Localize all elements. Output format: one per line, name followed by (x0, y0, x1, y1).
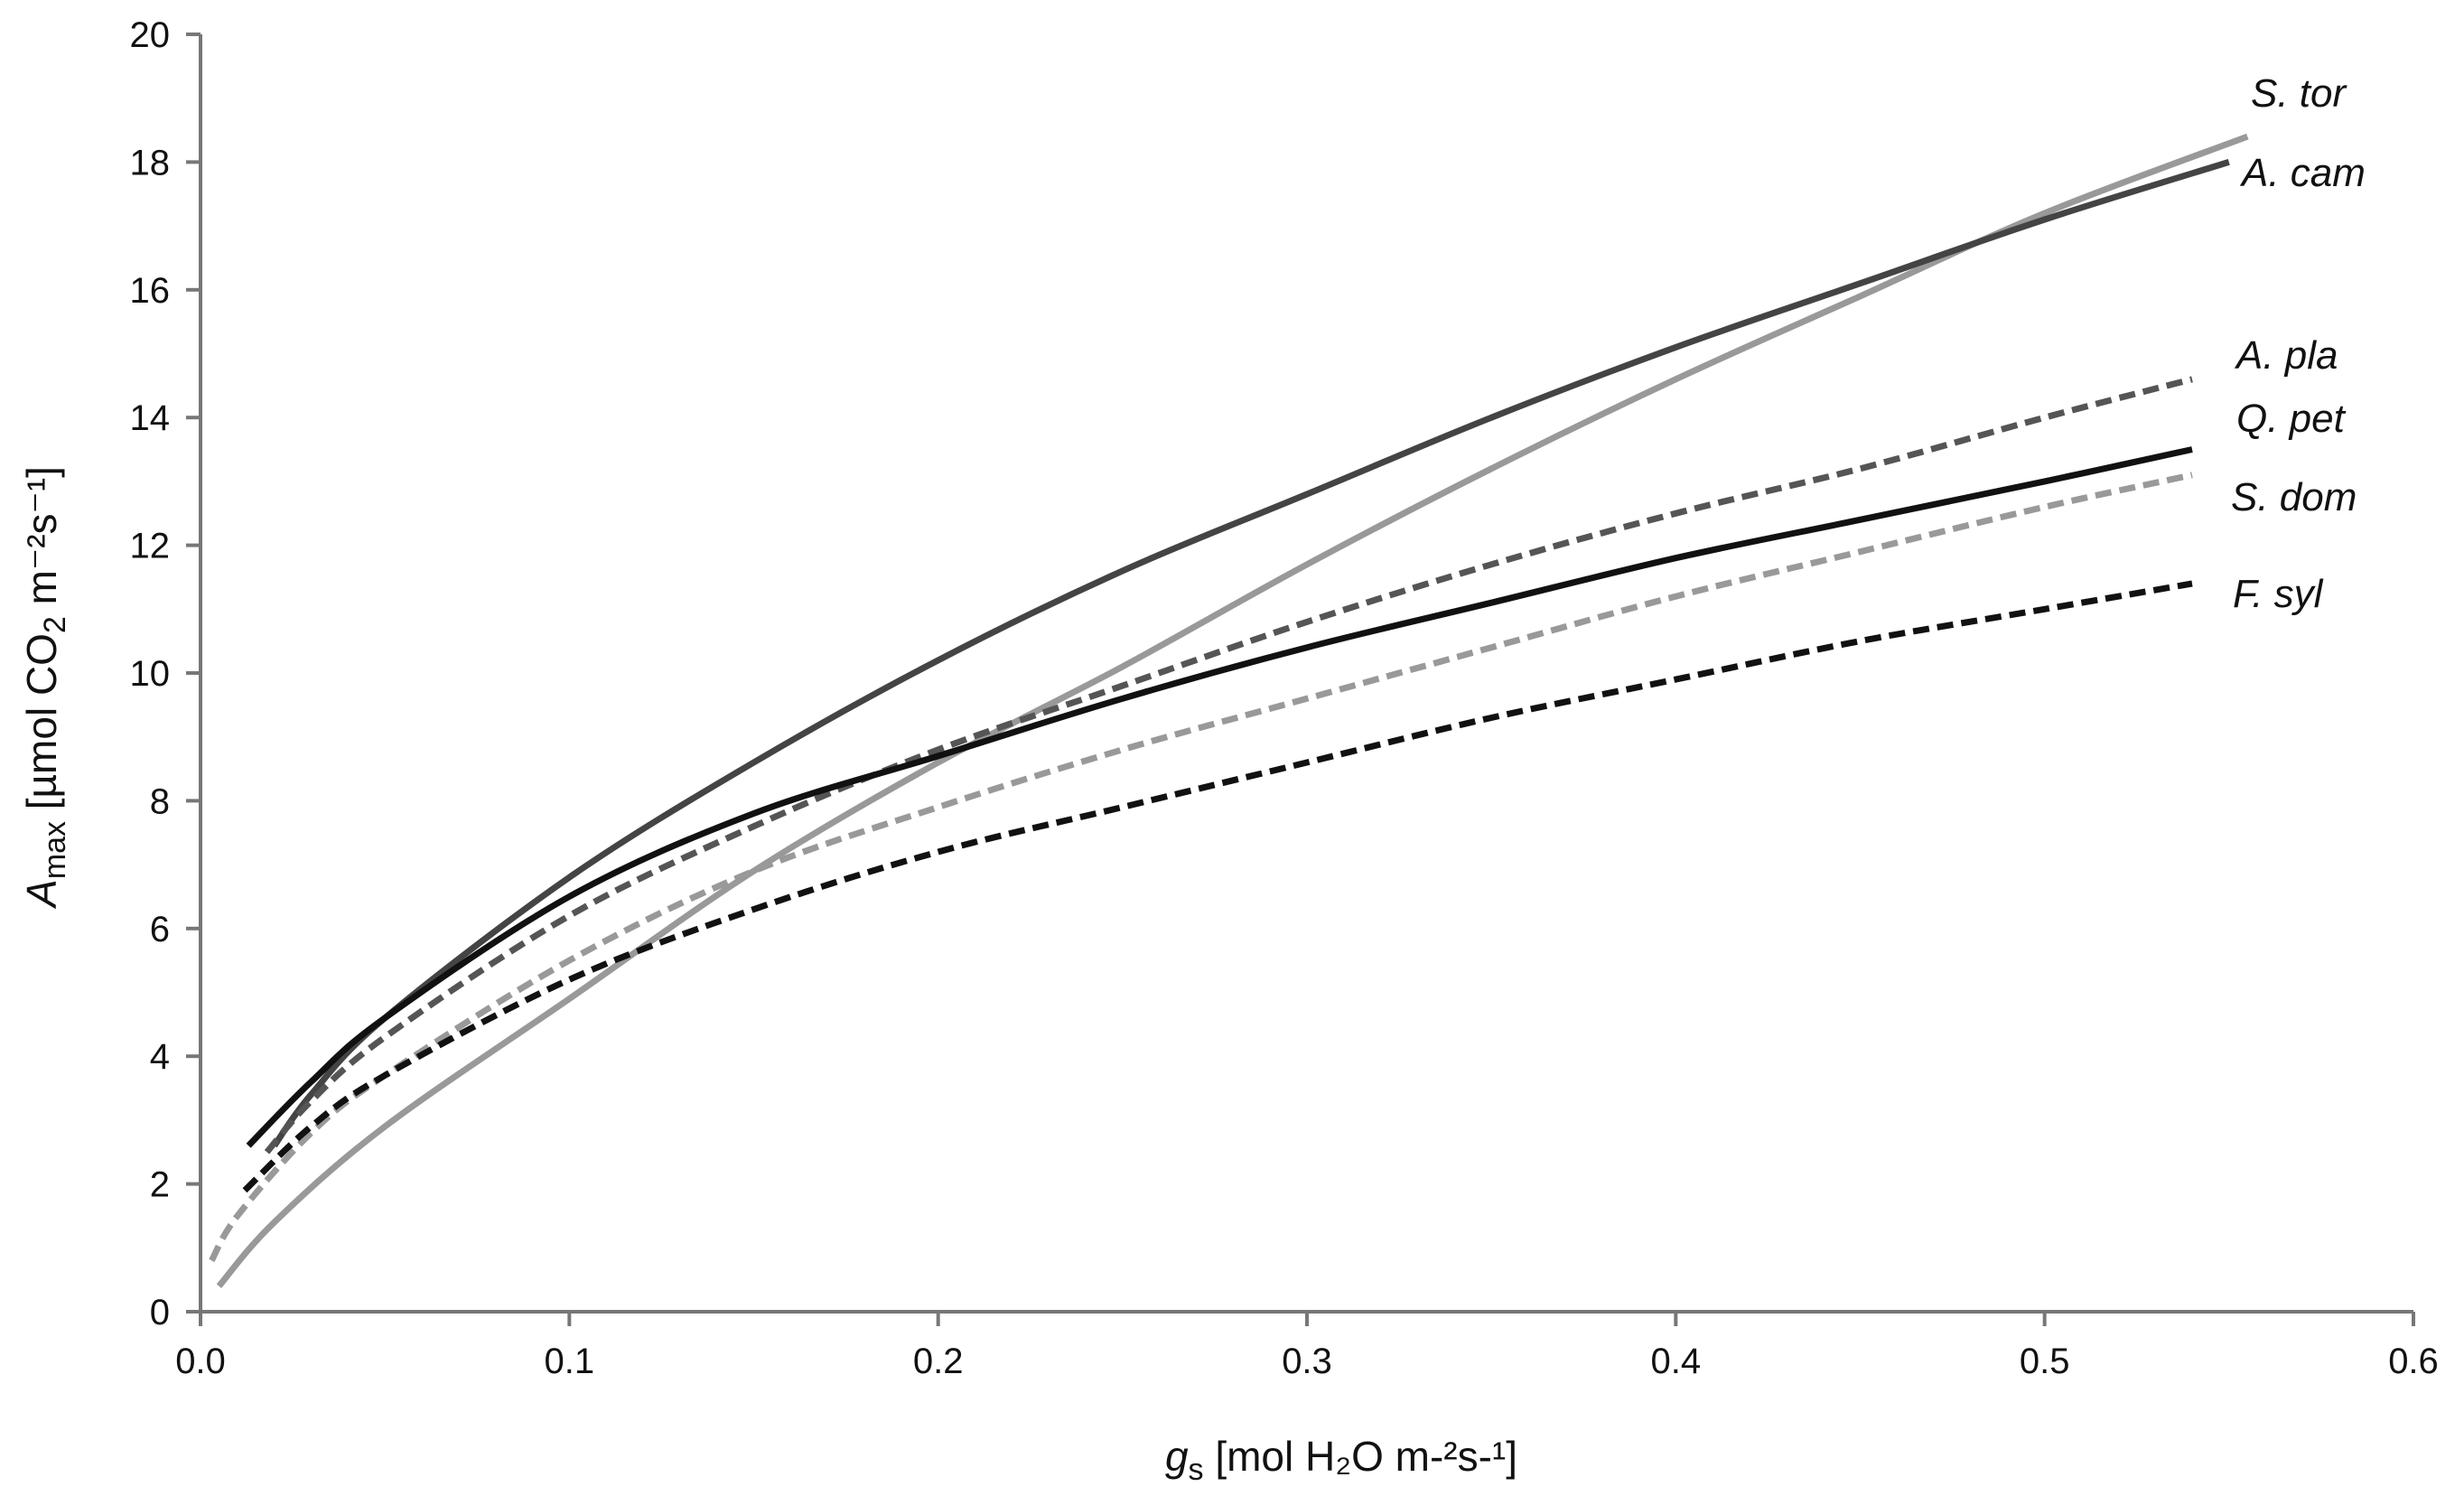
x-tick-label: 0.2 (913, 1342, 964, 1381)
x-axis-ticks: 0.0 0.1 0.2 0.3 0.4 0.5 0.6 (175, 1312, 2439, 1381)
series-line-f-syl (242, 580, 2193, 1193)
y-axis-unit-part1: [µmol CO (18, 633, 65, 821)
axes (199, 34, 2413, 1314)
y-tick-label: 0 (150, 1293, 170, 1332)
series-label-q-pet: Q. pet (2236, 397, 2347, 441)
y-axis-ticks: 0 2 4 6 8 10 12 14 16 18 20 (130, 15, 201, 1332)
y-tick-label: 18 (130, 143, 171, 182)
series-line-s-dom (209, 472, 2193, 1263)
x-tick-label: 0.0 (175, 1342, 226, 1381)
y-tick-label: 8 (150, 781, 170, 821)
series-line-s-tor (216, 133, 2249, 1288)
series-label-a-cam: A. cam (2239, 151, 2366, 195)
y-tick-label: 20 (130, 15, 171, 55)
y-axis-unit-part2: m⁻²s⁻¹] (18, 466, 65, 616)
y-tick-label: 6 (150, 910, 170, 949)
series-label-a-pla: A. pla (2234, 333, 2338, 378)
y-axis-symbol: A (18, 879, 65, 910)
x-tick-label: 0.5 (2020, 1342, 2070, 1381)
y-tick-label: 16 (130, 271, 171, 311)
series-labels: S. tor A. cam A. pla Q. pet S. dom F. syl (2231, 71, 2366, 616)
series-label-s-tor: S. tor (2251, 71, 2347, 116)
y-axis-subscript: max (38, 821, 72, 879)
y-tick-label: 2 (150, 1165, 170, 1205)
x-axis-symbol: g (1165, 1433, 1189, 1480)
y-axis-title: Amax [µmol CO2 m⁻²s⁻¹] (18, 466, 72, 910)
series-line-a-cam (271, 159, 2230, 1148)
x-axis-subscript: s (1189, 1453, 1204, 1487)
series-line-a-pla (264, 376, 2193, 1155)
x-tick-label: 0.4 (1651, 1342, 1702, 1381)
y-axis-co2-subscript: 2 (38, 616, 72, 633)
y-tick-label: 10 (130, 654, 171, 694)
x-tick-label: 0.3 (1282, 1342, 1332, 1381)
y-tick-label: 14 (130, 398, 171, 438)
x-tick-label: 0.1 (545, 1342, 595, 1381)
x-tick-label: 0.6 (2388, 1342, 2439, 1381)
y-tick-label: 4 (150, 1037, 170, 1077)
series-label-f-syl: F. syl (2233, 572, 2324, 616)
series-label-s-dom: S. dom (2231, 475, 2357, 519)
series-line-q-pet (246, 446, 2193, 1148)
x-axis-title: gs [mol H₂O m-²s-¹] (1165, 1433, 1517, 1487)
x-axis-unit: [mol H₂O m-²s-¹] (1204, 1433, 1517, 1480)
y-tick-label: 12 (130, 527, 171, 566)
series-curves (209, 133, 2249, 1288)
